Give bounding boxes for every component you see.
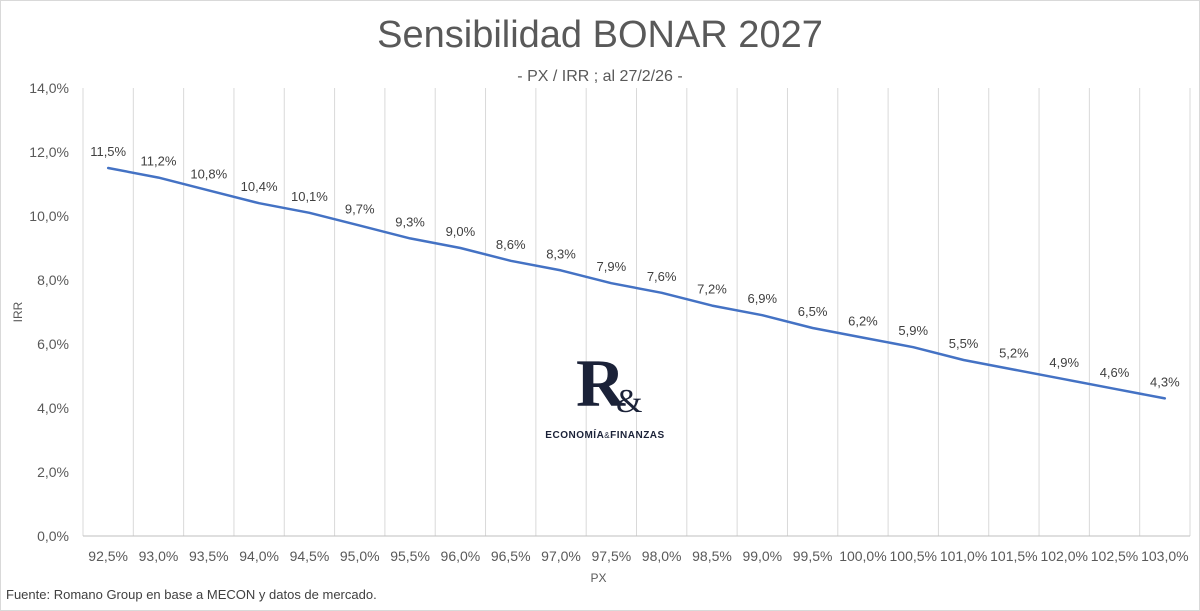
x-tick-label: 98,0% [642,548,682,564]
series-line [106,166,1167,400]
logo-text-amp: & [604,431,611,440]
x-tick-label: 93,5% [189,548,229,564]
x-tick-label: 96,5% [491,548,531,564]
data-label: 8,3% [546,246,576,261]
x-tick-label: 101,5% [990,548,1037,564]
x-tick-label: 103,0% [1141,548,1188,564]
y-tick-label: 6,0% [37,336,69,352]
x-axis-title: PX [590,571,606,585]
data-label: 4,3% [1150,374,1180,389]
data-label: 5,9% [898,323,928,338]
logo-text-right: FINANZAS [610,430,665,441]
data-label: 4,6% [1100,365,1130,380]
logo-text-left: ECONOMÍA [545,430,605,441]
data-label: 5,5% [949,336,979,351]
gridlines [82,88,1191,536]
x-tick-label: 94,0% [239,548,279,564]
data-label: 9,0% [446,224,476,239]
x-tick-label: 93,0% [139,548,179,564]
y-tick-label: 12,0% [29,144,69,160]
x-tick-labels: 92,5% 93,0% 93,5% 94,0% 94,5% 95,0% 95,5% 96,0%… [88,548,1188,564]
source-footnote: Fuente: Romano Group en base a MECON y d… [6,587,377,602]
logo-ampersand: & [616,383,643,420]
y-tick-label: 14,0% [29,80,69,96]
x-tick-label: 97,0% [541,548,581,564]
data-label: 10,1% [291,189,328,204]
x-tick-label: 99,5% [793,548,833,564]
data-label: 6,5% [798,304,828,319]
brand-logo: R & ECONOMÍA&FINANZAS [540,349,670,445]
x-tick-label: 98,5% [692,548,732,564]
x-tick-label: 94,5% [290,548,330,564]
y-tick-label: 8,0% [37,272,69,288]
chart-title: Sensibilidad BONAR 2027 [377,14,823,56]
y-tick-label: 4,0% [37,400,69,416]
x-tick-label: 100,5% [890,548,937,564]
x-tick-label: 97,5% [591,548,631,564]
y-tick-label: 0,0% [37,528,69,544]
data-label: 5,2% [999,346,1029,361]
y-axis-title: IRR [11,301,25,322]
data-label: 7,6% [647,269,677,284]
data-label: 8,6% [496,237,526,252]
y-tick-labels: 0,0% 2,0% 4,0% 6,0% 8,0% 10,0% 12,0% 14,0% [29,80,69,544]
logo-mark: R [576,345,626,421]
data-label: 10,4% [241,179,278,194]
x-tick-label: 100,0% [839,548,886,564]
x-tick-label: 96,0% [441,548,481,564]
x-tick-label: 95,5% [390,548,430,564]
data-label: 10,8% [190,166,227,181]
y-tick-label: 2,0% [37,464,69,480]
data-label: 6,9% [747,291,777,306]
data-label: 7,9% [597,259,627,274]
data-labels: 11,5% 11,2% 10,8% 10,4% 10,1% 9,7% 9,3% 9,0% 8,6… [90,144,1180,389]
x-tick-label: 102,0% [1040,548,1087,564]
x-tick-label: 95,0% [340,548,380,564]
data-label: 4,9% [1049,355,1079,370]
series-irr [106,166,1167,400]
chart-subtitle: - PX / IRR ; al 27/2/26 - [517,68,683,85]
data-label: 11,2% [141,154,177,169]
data-label: 9,3% [395,214,425,229]
x-tick-label: 101,0% [940,548,987,564]
x-tick-label: 99,0% [742,548,782,564]
data-label: 7,2% [697,282,727,297]
x-tick-label: 92,5% [88,548,128,564]
x-tick-label: 102,5% [1091,548,1138,564]
logo-wordmark: ECONOMÍA&FINANZAS [540,430,670,441]
y-tick-label: 10,0% [29,208,69,224]
data-label: 11,5% [90,144,126,159]
data-label: 6,2% [848,314,878,329]
data-label: 9,7% [345,202,375,217]
